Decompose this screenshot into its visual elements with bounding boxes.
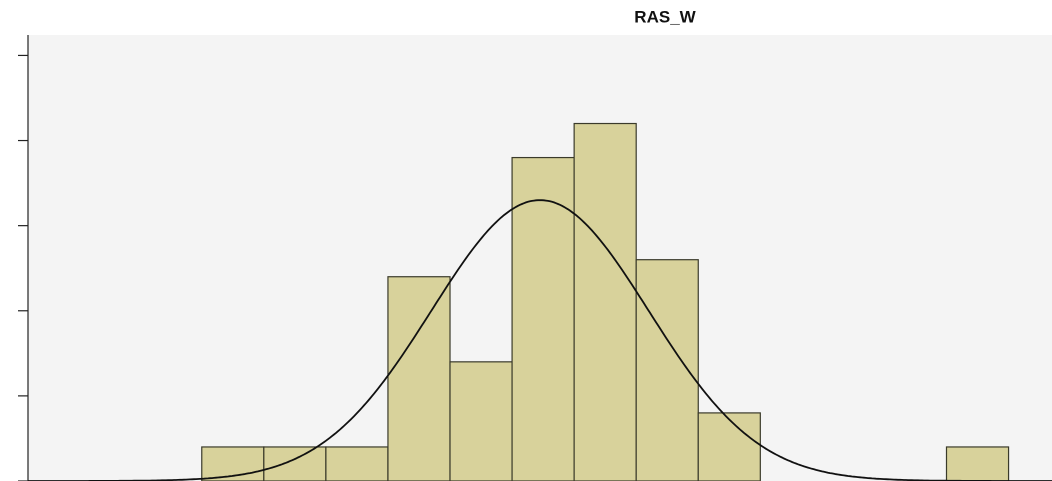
normal-curve [28,199,1052,481]
bar [325,446,389,481]
chart-title: RAS_W [634,7,696,26]
bar [263,446,327,481]
bar [697,412,761,481]
bar [573,122,637,481]
bar [387,276,451,481]
bar [945,446,1010,481]
bar [511,156,575,481]
bar [449,361,513,481]
